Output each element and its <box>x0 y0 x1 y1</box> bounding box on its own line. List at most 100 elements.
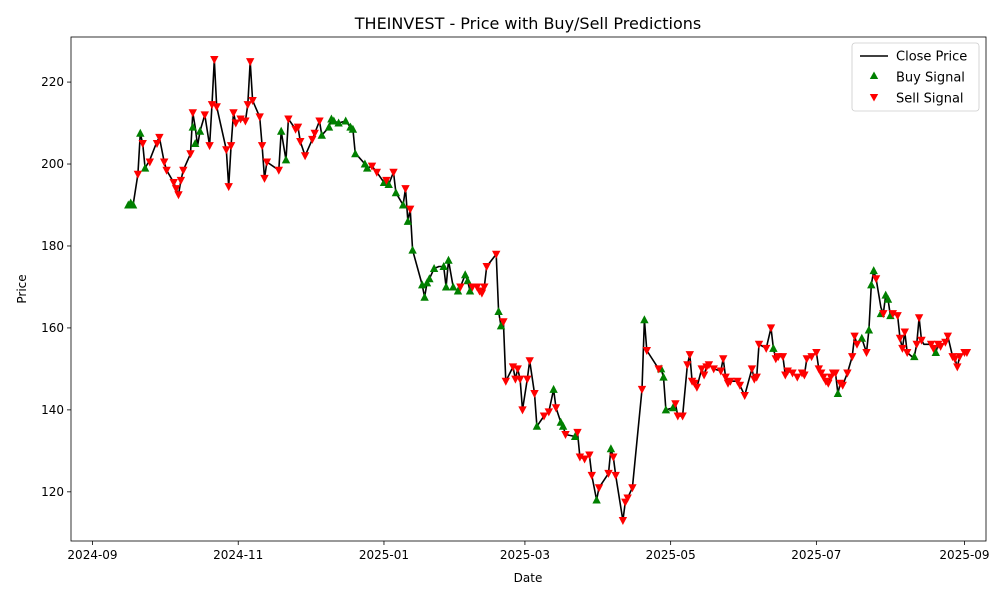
buy-signal-marker <box>384 180 393 188</box>
y-tick-label: 180 <box>41 239 64 253</box>
sell-signal-marker <box>721 373 730 382</box>
buy-signal-marker <box>592 495 601 504</box>
sell-signal-marker <box>241 117 250 126</box>
buy-signal-marker <box>422 278 432 287</box>
sell-signal-marker <box>162 166 171 175</box>
sell-signal-marker <box>879 310 888 319</box>
buy-signal-marker <box>661 405 671 414</box>
sell-signal-marker <box>800 371 809 380</box>
buy-signal-marker <box>391 188 401 197</box>
sell-signal-marker <box>898 344 907 353</box>
buy-signal-marker <box>439 262 448 270</box>
buy-signal-marker <box>444 255 453 264</box>
sell-signal-marker <box>176 176 186 185</box>
sell-signal-marker <box>523 375 532 384</box>
sell-signal-marker <box>726 377 735 386</box>
buy-signal-marker <box>128 200 138 209</box>
sell-signal-marker <box>793 373 802 382</box>
sell-signal-marker <box>308 135 317 144</box>
sell-signal-marker <box>824 379 833 388</box>
sell-signal-marker <box>893 312 902 321</box>
sell-signal-marker <box>501 377 510 386</box>
sell-signal-marker <box>740 392 749 400</box>
sell-signal-marker <box>372 168 381 177</box>
sell-signal-marker <box>224 183 233 192</box>
sell-signal-marker <box>941 338 950 347</box>
buy-signal-marker <box>195 126 205 135</box>
sell-signal-marker <box>838 381 847 390</box>
sell-signal-marker <box>752 373 761 382</box>
sell-signal-marker <box>678 412 687 421</box>
x-tick-label: 2024-09 <box>67 548 117 562</box>
sell-signal-marker <box>719 355 728 364</box>
sell-signal-marker <box>539 412 549 421</box>
sell-signal-marker <box>594 484 604 493</box>
x-tick-label: 2025-03 <box>500 548 550 562</box>
buy-signal-marker <box>494 307 503 315</box>
sell-signal-marker <box>850 332 859 341</box>
sell-signal-marker <box>929 344 938 353</box>
sell-signal-marker <box>561 431 570 439</box>
sell-signal-marker <box>699 371 709 380</box>
sell-signal-marker <box>389 168 398 177</box>
sell-signal-marker <box>515 375 525 384</box>
buy-signal-marker <box>348 124 358 133</box>
y-axis-ticks: 120 140 160 180 200 220 <box>41 75 71 499</box>
sell-signal-marker <box>609 453 618 462</box>
buy-signal-marker <box>453 286 463 295</box>
buy-signal-marker <box>883 294 893 303</box>
sell-signal-marker <box>671 400 680 409</box>
legend-sell-marker <box>869 94 879 102</box>
sell-signal-marker <box>862 349 871 357</box>
sell-signal-marker <box>174 191 183 200</box>
sell-signal-marker <box>831 369 840 378</box>
buy-signal-marker <box>931 348 940 356</box>
sell-signal-marker <box>962 349 972 357</box>
plot-area <box>124 56 972 525</box>
sell-signal-marker <box>222 146 231 155</box>
buy-signal-marker <box>191 139 200 147</box>
sell-signal-marker <box>733 377 742 386</box>
legend: Close Price Buy Signal Sell Signal <box>851 42 980 112</box>
sell-signal-marker <box>817 369 826 378</box>
y-tick-label: 220 <box>41 75 64 89</box>
y-tick-label: 160 <box>41 321 64 335</box>
sell-signal-marker <box>611 471 620 480</box>
sell-signal-marker <box>914 314 924 323</box>
sell-signal-marker <box>293 123 303 132</box>
sell-signal-marker <box>248 97 257 105</box>
sell-signal-marker <box>229 109 238 118</box>
sell-signal-marker <box>212 103 221 112</box>
sell-signal-marker <box>642 347 651 355</box>
sell-signal-marker <box>618 517 628 525</box>
buy-signal-marker <box>532 421 542 430</box>
sell-signal-marker <box>692 383 702 392</box>
buy-signal-marker <box>420 292 429 301</box>
sell-signal-marker <box>754 340 764 349</box>
buy-signal-marker <box>317 130 326 139</box>
x-tick-label: 2025-07 <box>791 548 841 562</box>
sell-signal-marker <box>210 56 219 64</box>
buy-signal-marker <box>558 421 568 430</box>
sell-signal-marker <box>802 355 811 364</box>
sell-signal-marker <box>518 406 527 415</box>
sell-signal-marker <box>716 367 725 376</box>
x-tick-label: 2025-05 <box>646 548 696 562</box>
buy-signal-marker <box>659 372 668 381</box>
sell-signal-marker <box>367 162 377 171</box>
buy-signal-marker <box>864 325 874 334</box>
x-tick-label: 2024-11 <box>213 548 263 562</box>
sell-signal-marker <box>766 324 776 333</box>
sell-signal-marker <box>704 361 714 370</box>
y-tick-label: 200 <box>41 157 64 171</box>
sell-signal-marker <box>654 365 663 374</box>
buy-signal-marker <box>463 276 472 285</box>
sell-signal-marker <box>477 289 487 298</box>
sell-signal-marker <box>762 344 771 353</box>
sell-signal-marker <box>246 58 255 67</box>
buy-signal-marker <box>570 432 580 440</box>
legend-label-close: Close Price <box>896 50 967 65</box>
sell-signal-marker <box>778 353 788 362</box>
sell-signal-marker <box>169 179 178 187</box>
buy-signal-marker <box>277 126 286 135</box>
